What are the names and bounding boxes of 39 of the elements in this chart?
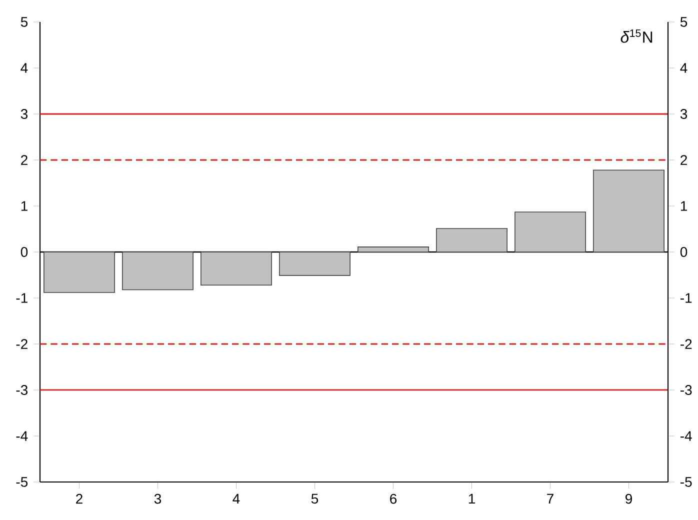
x-tick-label: 6 xyxy=(390,494,397,504)
y2-tick-label: 3 xyxy=(680,109,688,119)
y-tick-label: 2 xyxy=(21,155,28,165)
y2-tick-label: 2 xyxy=(680,155,687,165)
y-tick-label: -4 xyxy=(16,431,28,441)
bar xyxy=(279,252,350,276)
bar xyxy=(122,252,194,290)
y-tick-label: 1 xyxy=(21,201,28,211)
y2-tick-label: 4 xyxy=(680,63,688,73)
x-tick-label: 5 xyxy=(311,494,318,504)
y2-tick-label: 0 xyxy=(680,247,688,257)
x-tick-label: 4 xyxy=(232,494,240,504)
y-tick-label: 5 xyxy=(20,17,28,27)
y-tick-label: 3 xyxy=(20,109,28,119)
x-tick-label: 9 xyxy=(626,494,632,504)
y2-tick-label: -1 xyxy=(680,293,692,303)
y2-tick-label: -5 xyxy=(680,477,692,487)
y-tick-label: -5 xyxy=(16,477,28,487)
y2-tick-label: -2 xyxy=(680,339,692,349)
y2-tick-label: 1 xyxy=(680,201,687,211)
y-tick-label: -2 xyxy=(16,339,28,349)
annotation: δ$^{15}$N xyxy=(620,29,652,43)
bar xyxy=(358,246,429,252)
y-tick-label: -3 xyxy=(16,385,28,395)
y2-tick-label: -3 xyxy=(680,385,692,395)
bar xyxy=(436,228,508,252)
bar xyxy=(514,212,586,252)
y-tick-label: 4 xyxy=(20,63,28,73)
x-tick-label: 1 xyxy=(468,494,475,504)
x-tick-label: 3 xyxy=(154,494,162,504)
bar xyxy=(44,252,115,293)
x-tick-label: 2 xyxy=(76,494,82,504)
y2-tick-label: 5 xyxy=(680,17,688,27)
bar xyxy=(200,252,272,286)
y-tick-label: -1 xyxy=(16,293,28,303)
y2-tick-label: -4 xyxy=(680,431,692,441)
y-tick-label: 0 xyxy=(20,247,28,257)
bar xyxy=(593,170,664,252)
x-tick-label: 7 xyxy=(547,494,554,504)
